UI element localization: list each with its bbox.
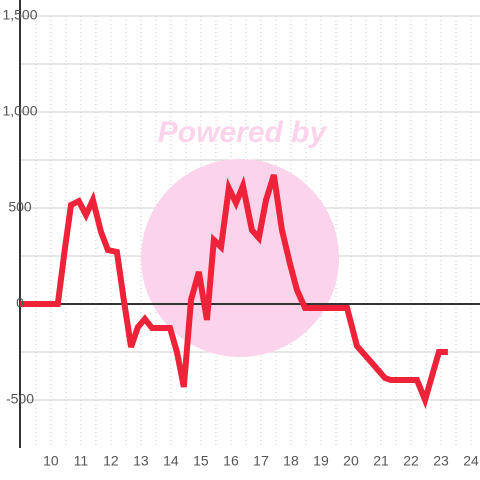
x-tick-label: 21 — [373, 453, 389, 469]
x-tick-label: 12 — [103, 453, 119, 469]
y-tick-label: 0 — [16, 295, 24, 311]
x-tick-label: 19 — [313, 453, 329, 469]
x-tick-label: 24 — [463, 453, 479, 469]
line — [20, 174, 448, 410]
y-tick-label: -500 — [6, 391, 34, 407]
x-tick-label: 10 — [43, 453, 59, 469]
y-tick-label: 1,500 — [2, 7, 37, 23]
x-tick-label: 22 — [403, 453, 419, 469]
x-tick-label: 14 — [163, 453, 179, 469]
x-tick-label: 17 — [253, 453, 269, 469]
y-tick-label: 500 — [8, 199, 32, 215]
x-tick-label: 15 — [193, 453, 209, 469]
x-tick-label: 23 — [433, 453, 449, 469]
watermark-text: Powered by — [158, 116, 328, 149]
y-tick-label: 1,000 — [2, 103, 37, 119]
x-tick-label: 11 — [74, 453, 89, 469]
x-tick-label: 13 — [133, 453, 149, 469]
x-tick-label: 18 — [283, 453, 299, 469]
x-tick-label: 20 — [343, 453, 359, 469]
x-tick-label: 16 — [223, 453, 239, 469]
